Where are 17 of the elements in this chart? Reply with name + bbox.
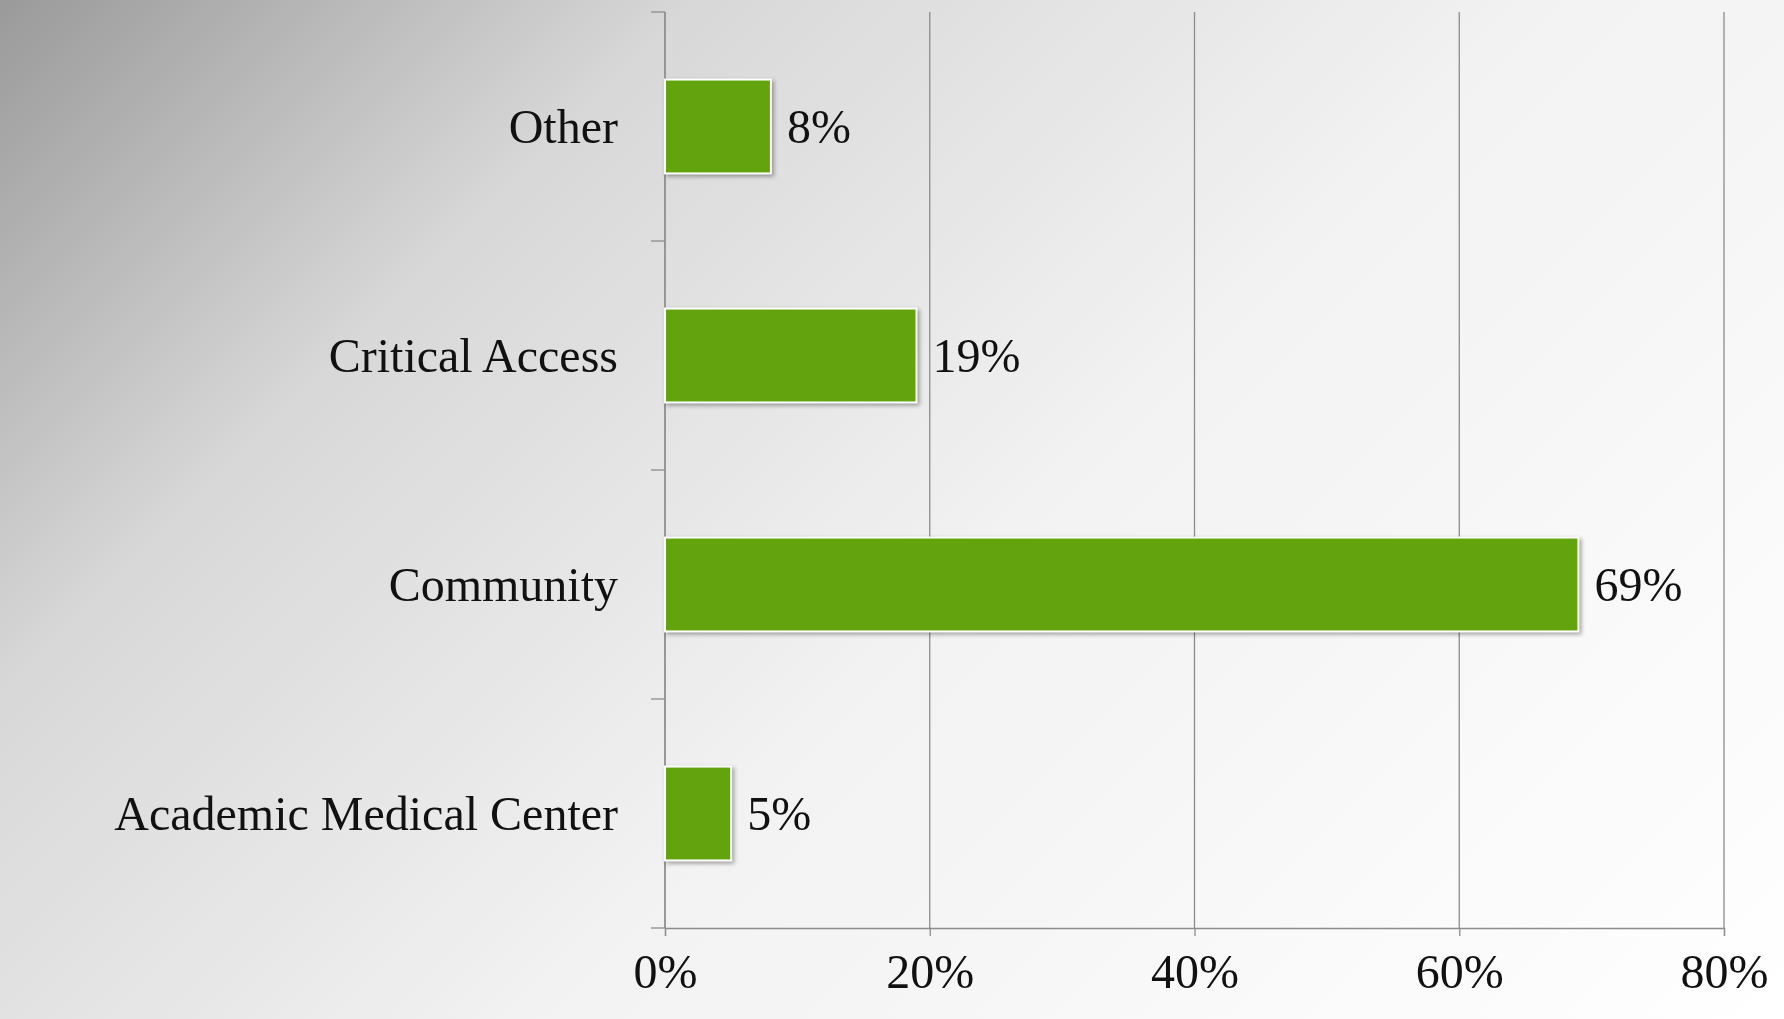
data-label: 8% xyxy=(786,100,851,154)
data-label: 5% xyxy=(747,787,812,841)
bar xyxy=(664,307,918,404)
data-label: 19% xyxy=(932,329,1021,383)
data-label: 69% xyxy=(1594,558,1683,612)
bar xyxy=(664,536,1580,633)
x-tick-label: 0% xyxy=(633,945,698,999)
x-tick-label: 20% xyxy=(886,945,975,999)
y-tick-label: Other xyxy=(508,100,619,154)
x-tick-label: 40% xyxy=(1151,945,1239,999)
x-tick-label: 80% xyxy=(1680,945,1769,999)
bar xyxy=(664,78,772,175)
y-tick-label: Critical Access xyxy=(328,329,618,383)
y-tick-label: Community xyxy=(388,558,618,612)
bar xyxy=(664,765,733,862)
x-tick-label: 60% xyxy=(1415,945,1504,999)
y-tick-label: Academic Medical Center xyxy=(114,787,619,841)
